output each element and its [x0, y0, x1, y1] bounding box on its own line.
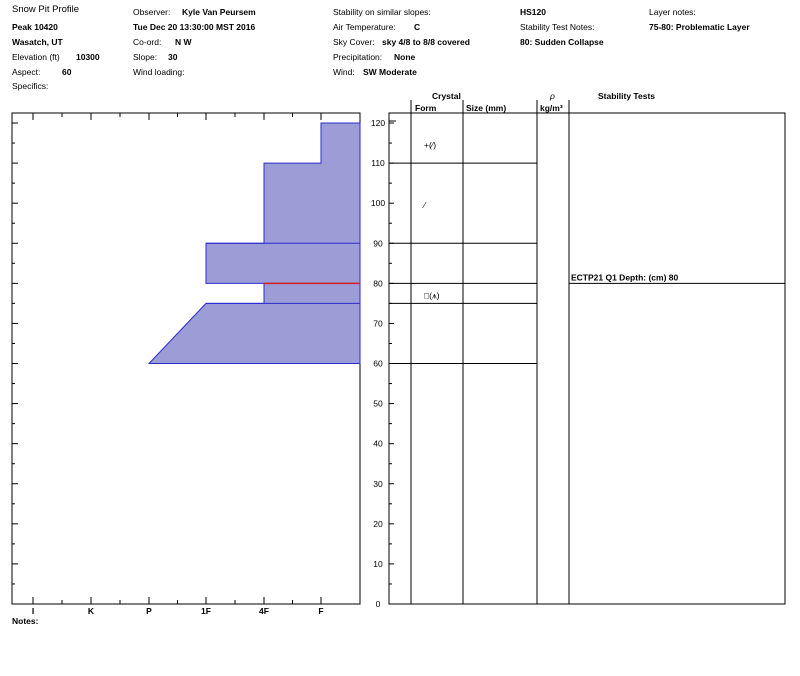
- height-tick-label: 30: [373, 479, 383, 489]
- height-tick-label: 90: [373, 238, 383, 248]
- hardness-tick-label: F: [318, 606, 323, 616]
- wind-loading-label: Wind loading:: [133, 67, 185, 77]
- sky-cover-label: Sky Cover:: [333, 37, 375, 47]
- stability-tests-header: Stability Tests: [598, 91, 655, 101]
- observer-label: Observer:: [133, 7, 171, 17]
- wind-label: Wind:: [333, 67, 355, 77]
- height-tick-label: 0: [376, 599, 381, 609]
- specifics-label: Specifics:: [12, 81, 49, 91]
- rho-units-header: kg/m³: [540, 103, 563, 113]
- height-tick-label: 120: [371, 118, 385, 128]
- stability-test-note: 80: Sudden Collapse: [520, 37, 604, 47]
- height-tick-label: 60: [373, 359, 383, 369]
- slope-label: Slope:: [133, 52, 158, 62]
- aspect-label: Aspect:: [12, 67, 41, 77]
- datetime: Tue Dec 20 13:30:00 MST 2016: [133, 22, 256, 32]
- notes-label: Notes:: [12, 616, 39, 626]
- height-tick-label: 110: [371, 158, 385, 168]
- air-temp-value: C: [414, 22, 421, 32]
- elevation-value: 10300: [76, 52, 100, 62]
- coord-value: N W: [175, 37, 192, 47]
- precip-label: Precipitation:: [333, 52, 383, 62]
- observer-value: Kyle Van Peursem: [182, 7, 256, 17]
- wind-value: SW Moderate: [363, 67, 417, 77]
- height-tick-label: 10: [373, 559, 383, 569]
- height-tick-label: 100: [371, 198, 385, 208]
- air-temp-label: Air Temperature:: [333, 22, 396, 32]
- precip-value: None: [394, 52, 416, 62]
- crystal-form-symbol: □(⩚): [424, 290, 440, 300]
- hardness-tick-label: 1F: [201, 606, 211, 616]
- sky-cover-value: sky 4/8 to 8/8 covered: [382, 37, 470, 47]
- rho-header: ρ: [550, 91, 555, 101]
- coord-label: Co-ord:: [133, 37, 162, 47]
- layer-table-frame: [388, 112, 786, 605]
- stability-test-notes-label: Stability Test Notes:: [520, 22, 595, 32]
- size-header: Size (mm): [466, 103, 507, 113]
- height-tick-label: 70: [373, 318, 383, 328]
- site-name: Peak 10420: [12, 22, 58, 32]
- crystal-form-symbol: +(⁄): [424, 140, 436, 150]
- height-tick-label: 80: [373, 278, 383, 288]
- page-title: Snow Pit Profile: [12, 4, 80, 15]
- location: Wasatch, UT: [12, 37, 63, 47]
- hardness-tick-label: P: [146, 606, 152, 616]
- hardness-tick-label: K: [88, 606, 95, 616]
- form-header: Form: [415, 103, 437, 113]
- height-tick-label: 50: [373, 399, 383, 409]
- hardness-tick-label: 4F: [259, 606, 269, 616]
- stability-similar-label: Stability on similar slopes:: [333, 7, 431, 17]
- hs-value: HS120: [520, 7, 546, 17]
- slope-value: 30: [168, 52, 178, 62]
- crystal-form-symbol: ⁄: [422, 200, 427, 210]
- aspect-value: 60: [62, 67, 72, 77]
- height-tick-label: 20: [373, 519, 383, 529]
- height-tick-label: 40: [373, 439, 383, 449]
- hardness-tick-label: I: [32, 606, 34, 616]
- elevation-label: Elevation (ft): [12, 52, 60, 62]
- layer-note: 75-80: Problematic Layer: [649, 22, 750, 32]
- layer-notes-label: Layer notes:: [649, 7, 696, 17]
- crystal-header: Crystal: [432, 91, 461, 101]
- stability-test-label: ECTP21 Q1 Depth: (cm) 80: [571, 272, 678, 282]
